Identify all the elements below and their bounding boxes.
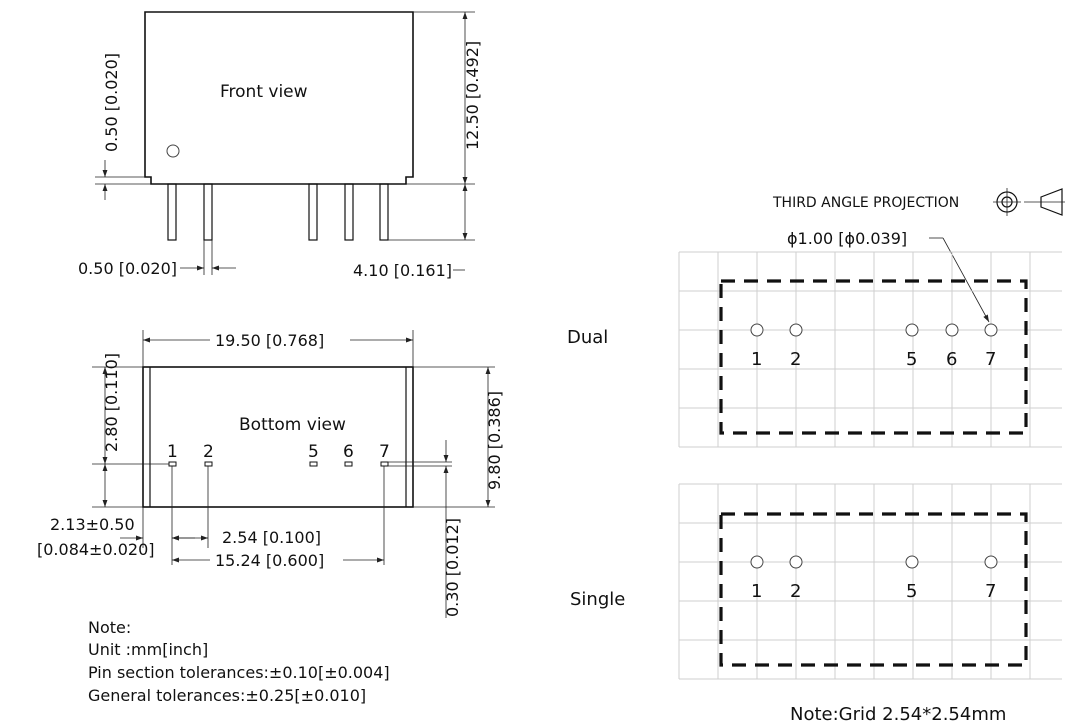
hole-dim: ϕ1.00 [ϕ0.039] bbox=[787, 229, 907, 248]
bottom-view-title: Bottom view bbox=[239, 415, 346, 435]
dual-pin-5: 5 bbox=[906, 349, 917, 370]
dual-holes bbox=[750, 323, 998, 337]
dual-hole-1 bbox=[750, 323, 764, 337]
dual-hole-5 bbox=[905, 323, 919, 337]
notes-block: Note: Unit :mm[inch] Pin section toleran… bbox=[88, 618, 390, 705]
dim-pitch: 2.54 [0.100] bbox=[222, 528, 321, 547]
single-hole-7 bbox=[984, 555, 998, 569]
single-outline bbox=[719, 512, 1028, 667]
front-view-pins bbox=[167, 183, 389, 241]
dim-height: 12.50 [0.492] bbox=[463, 41, 482, 150]
single-pin-1: 1 bbox=[751, 581, 762, 602]
bottom-pin-label-2: 2 bbox=[203, 442, 214, 462]
single-grid bbox=[678, 483, 1062, 680]
dual-pin-6: 6 bbox=[946, 349, 957, 370]
dim-width: 19.50 [0.768] bbox=[215, 331, 324, 350]
projection-symbol: THIRD ANGLE PROJECTION bbox=[772, 188, 1065, 216]
front-pin-6 bbox=[344, 183, 354, 241]
single-pin-2: 2 bbox=[790, 581, 801, 602]
dual-hole-6 bbox=[945, 323, 959, 337]
projection-cone-icon bbox=[1040, 188, 1063, 216]
bottom-pin-label-5: 5 bbox=[308, 442, 319, 462]
bottom-view-body bbox=[142, 366, 414, 508]
bottom-pin-1 bbox=[168, 461, 177, 467]
bottom-pin-2 bbox=[204, 461, 213, 467]
projection-label: THIRD ANGLE PROJECTION bbox=[772, 195, 959, 211]
front-view: Front view 0.50 [0.020] 12.50 [0.492] 4.… bbox=[78, 11, 482, 280]
bottom-pin-label-6: 6 bbox=[343, 442, 354, 462]
dim-top-gap: 0.50 [0.020] bbox=[102, 53, 121, 152]
dim-pin-width: 0.50 [0.020] bbox=[78, 259, 177, 278]
front-pin-7 bbox=[379, 183, 389, 241]
grid-note: Note:Grid 2.54*2.54mm bbox=[790, 704, 1006, 725]
dual-label: Dual bbox=[567, 327, 608, 348]
bottom-pin-5 bbox=[309, 461, 318, 467]
bottom-view: Bottom view 1 2 5 6 7 19.50 [0.768] 2.80… bbox=[37, 330, 504, 618]
dim-edge-line1: 2.13±0.50 bbox=[50, 515, 135, 534]
notes-general-tolerance: General tolerances:±0.25[±0.010] bbox=[88, 686, 366, 705]
bottom-pin-label-7: 7 bbox=[379, 442, 390, 462]
front-view-title: Front view bbox=[220, 82, 308, 102]
dual-grid bbox=[678, 251, 1062, 448]
dim-pin-length: 4.10 [0.161] bbox=[353, 261, 452, 280]
dim-depth: 9.80 [0.386] bbox=[485, 391, 504, 490]
dual-pin-1: 1 bbox=[751, 349, 762, 370]
single-pin-7: 7 bbox=[985, 581, 996, 602]
notes-unit: Unit :mm[inch] bbox=[88, 640, 208, 659]
notes-heading: Note: bbox=[88, 618, 131, 637]
single-hole-2 bbox=[789, 555, 803, 569]
dim-edge-line2: [0.084±0.020] bbox=[37, 540, 155, 559]
dim-pin-thickness: 0.30 [0.012] bbox=[443, 518, 462, 617]
single-hole-1 bbox=[750, 555, 764, 569]
dim-row-offset: 2.80 [0.110] bbox=[102, 353, 121, 452]
front-pin-1 bbox=[167, 183, 177, 241]
single-label: Single bbox=[570, 589, 625, 610]
single-hole-5 bbox=[905, 555, 919, 569]
dual-pin-2: 2 bbox=[790, 349, 801, 370]
pin1-marker bbox=[166, 144, 180, 158]
bottom-pin-6 bbox=[344, 461, 353, 467]
dual-outline bbox=[719, 279, 1028, 435]
notes-pin-tolerance: Pin section tolerances:±0.10[±0.004] bbox=[88, 663, 390, 682]
single-holes bbox=[750, 555, 998, 569]
pcb-layouts: ϕ1.00 [ϕ0.039] Dual 1 2 5 6 7 Single 1 2… bbox=[567, 229, 1062, 725]
single-pin-5: 5 bbox=[906, 581, 917, 602]
dim-span: 15.24 [0.600] bbox=[215, 551, 324, 570]
dual-pin-7: 7 bbox=[985, 349, 996, 370]
dual-hole-2 bbox=[789, 323, 803, 337]
bottom-pin-7 bbox=[380, 461, 389, 467]
dual-hole-7 bbox=[984, 323, 998, 337]
front-pin-5 bbox=[308, 183, 318, 241]
bottom-pin-label-1: 1 bbox=[167, 442, 178, 462]
front-pin-2 bbox=[203, 183, 213, 241]
